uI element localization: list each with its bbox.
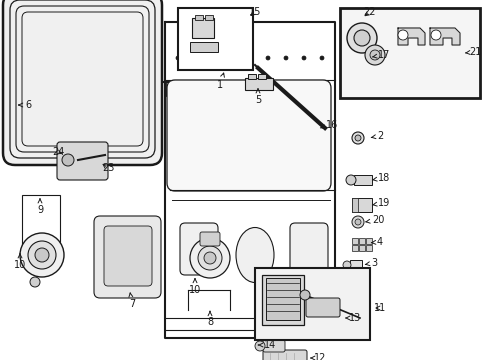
Circle shape <box>346 175 355 185</box>
Bar <box>192 18 214 38</box>
Text: 10: 10 <box>14 254 26 270</box>
Text: 24: 24 <box>52 147 64 157</box>
Text: 2: 2 <box>370 131 382 141</box>
Text: 18: 18 <box>371 173 389 183</box>
Circle shape <box>351 216 363 228</box>
Bar <box>351 198 371 212</box>
Circle shape <box>364 45 384 65</box>
Text: 20: 20 <box>365 215 384 225</box>
FancyBboxPatch shape <box>57 142 108 180</box>
Circle shape <box>229 56 234 60</box>
Bar <box>258 74 265 79</box>
Circle shape <box>369 50 379 60</box>
Circle shape <box>302 56 305 60</box>
Bar <box>190 42 218 52</box>
Text: 6: 6 <box>19 100 31 110</box>
Circle shape <box>342 261 350 269</box>
FancyBboxPatch shape <box>200 232 220 246</box>
Circle shape <box>212 56 216 60</box>
Bar <box>353 175 371 185</box>
Polygon shape <box>397 28 424 45</box>
Polygon shape <box>429 28 459 45</box>
Circle shape <box>176 56 180 60</box>
Circle shape <box>343 52 351 60</box>
Ellipse shape <box>236 228 273 283</box>
Circle shape <box>397 30 407 40</box>
Bar <box>365 245 371 251</box>
Text: 5: 5 <box>254 89 261 105</box>
Bar <box>349 52 371 60</box>
Circle shape <box>62 154 74 166</box>
Bar <box>247 74 256 79</box>
Circle shape <box>299 290 309 300</box>
Text: 10: 10 <box>188 279 201 295</box>
Circle shape <box>354 135 360 141</box>
FancyBboxPatch shape <box>180 223 218 275</box>
FancyBboxPatch shape <box>289 223 327 275</box>
Bar <box>351 198 357 212</box>
Text: 19: 19 <box>371 198 389 208</box>
Bar <box>204 15 213 20</box>
Text: 3: 3 <box>365 258 376 268</box>
Circle shape <box>254 341 264 351</box>
Bar <box>244 78 272 90</box>
Bar <box>339 8 479 98</box>
Text: 8: 8 <box>206 311 213 327</box>
Bar <box>358 245 364 251</box>
Bar <box>349 260 361 270</box>
Circle shape <box>190 238 229 278</box>
FancyBboxPatch shape <box>167 80 330 191</box>
Circle shape <box>247 56 251 60</box>
Text: 9: 9 <box>37 199 43 215</box>
Text: 11: 11 <box>373 303 386 313</box>
Text: 15: 15 <box>248 7 261 17</box>
Circle shape <box>203 252 216 264</box>
Bar <box>365 238 371 244</box>
FancyBboxPatch shape <box>305 298 339 317</box>
FancyBboxPatch shape <box>263 350 306 360</box>
Bar <box>358 238 364 244</box>
Text: 4: 4 <box>370 237 382 247</box>
Circle shape <box>351 132 363 144</box>
Text: 17: 17 <box>371 50 389 60</box>
Circle shape <box>28 241 56 269</box>
Circle shape <box>430 30 440 40</box>
Circle shape <box>319 56 324 60</box>
Text: 1: 1 <box>217 73 224 90</box>
Text: 22: 22 <box>363 7 375 17</box>
FancyBboxPatch shape <box>94 216 161 298</box>
Circle shape <box>35 248 49 262</box>
Circle shape <box>20 233 64 277</box>
Circle shape <box>265 56 269 60</box>
Bar <box>178 8 252 70</box>
Bar <box>262 275 304 325</box>
Text: 7: 7 <box>129 293 135 309</box>
Bar <box>195 15 203 20</box>
Text: 13: 13 <box>345 313 360 323</box>
Text: 21: 21 <box>465 47 480 57</box>
Circle shape <box>346 23 376 53</box>
FancyBboxPatch shape <box>104 226 152 286</box>
Bar <box>22 195 60 250</box>
Text: 23: 23 <box>102 163 114 173</box>
Text: 12: 12 <box>310 353 325 360</box>
Circle shape <box>194 56 198 60</box>
Bar <box>351 238 357 244</box>
Circle shape <box>30 277 40 287</box>
FancyBboxPatch shape <box>263 340 285 352</box>
Bar <box>254 268 369 340</box>
Text: 16: 16 <box>320 120 337 130</box>
Text: 14: 14 <box>258 340 276 350</box>
FancyBboxPatch shape <box>3 0 162 165</box>
Circle shape <box>354 219 360 225</box>
Bar <box>351 245 357 251</box>
Circle shape <box>353 30 369 46</box>
Circle shape <box>284 56 287 60</box>
Circle shape <box>198 246 222 270</box>
Bar <box>265 278 299 320</box>
